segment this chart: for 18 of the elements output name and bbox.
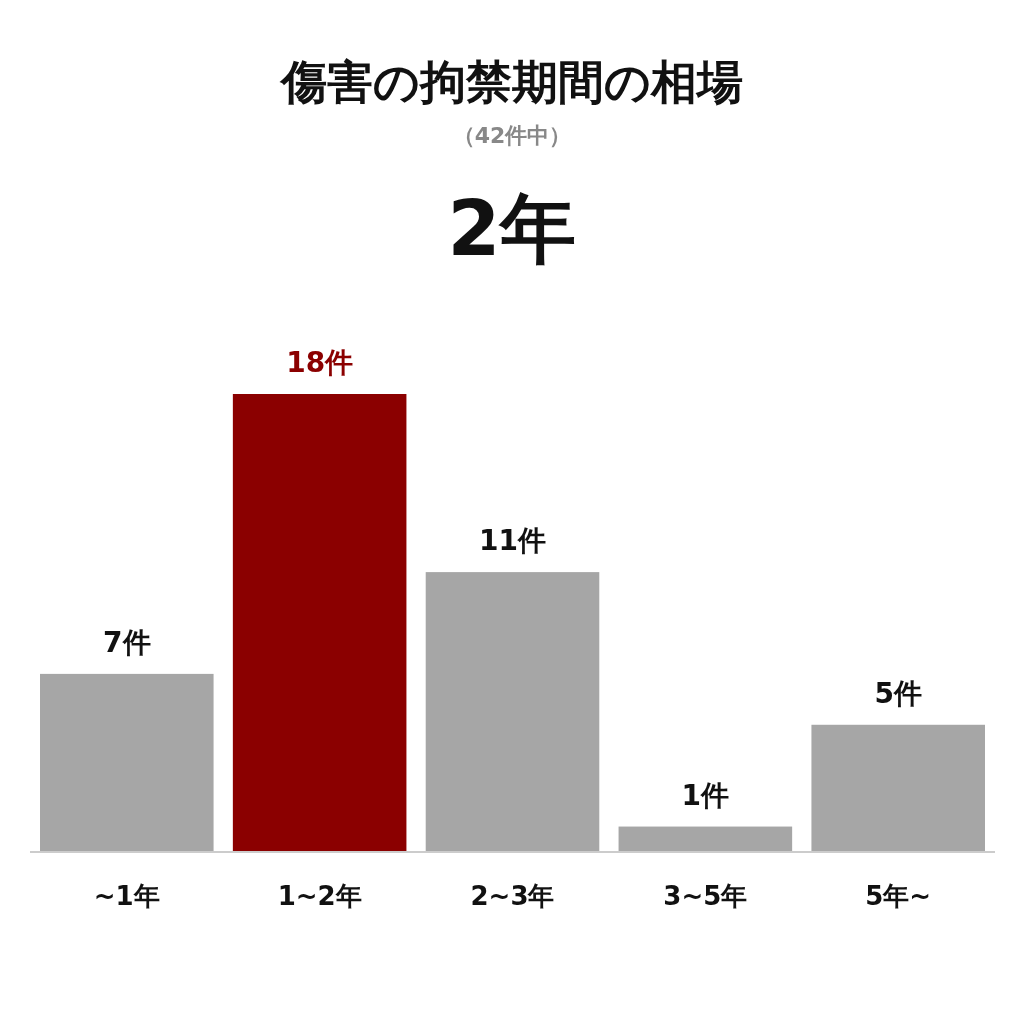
x-tick-label: 3~5年	[663, 881, 748, 911]
data-label: 5件	[874, 676, 922, 710]
data-label: 11件	[479, 524, 546, 558]
x-tick-label: ~1年	[93, 881, 160, 911]
text: 2年	[447, 184, 577, 273]
bar	[40, 673, 214, 852]
chart-subtitle: （42件中）	[452, 123, 572, 148]
x-tick-label: 5年~	[865, 881, 932, 911]
x-tick-label: 1~2年	[277, 881, 362, 911]
bar	[618, 826, 793, 852]
bar	[425, 572, 600, 852]
data-label: 18件	[286, 346, 354, 379]
chart-title: 傷害の拘禁期間の相場	[279, 55, 743, 109]
bar	[232, 394, 407, 852]
bar	[811, 724, 985, 852]
data-label: 7件	[103, 625, 151, 659]
x-tick-label: 2~3年	[470, 881, 555, 911]
data-label: 1件	[681, 778, 730, 812]
